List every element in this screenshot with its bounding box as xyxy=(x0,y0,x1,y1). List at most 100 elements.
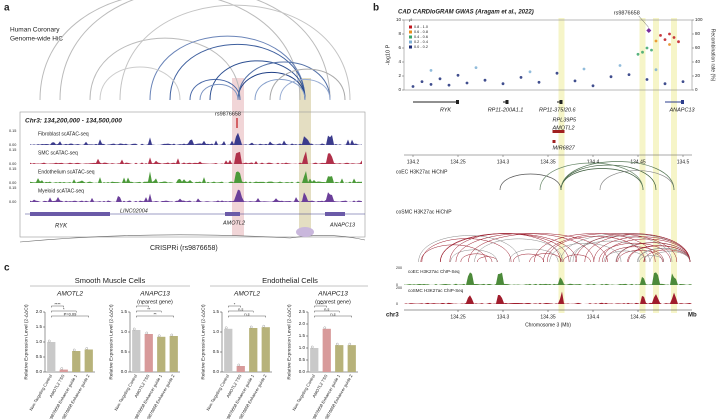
track-tick: 0.15 xyxy=(9,148,16,152)
chart-title: ANAPC13 xyxy=(317,291,348,298)
dot xyxy=(145,331,148,335)
snp-point xyxy=(528,70,532,74)
y-tick-label: 4 xyxy=(398,59,401,64)
gene-label: AMOTL2 xyxy=(552,125,575,131)
track-tick: 0.00 xyxy=(9,143,16,147)
y-tick-label: 0.5 xyxy=(121,349,128,354)
bar xyxy=(84,349,93,372)
x-tick-label: 134.25 xyxy=(450,159,466,165)
y-tick-label: 1.0 xyxy=(121,329,128,334)
y-tick-label: 0.0 xyxy=(299,369,306,374)
y-tick-label: 1.0 xyxy=(299,345,306,350)
y2-tick-label: 100 xyxy=(695,17,703,22)
highlight xyxy=(671,18,677,313)
snp-point xyxy=(411,85,415,88)
hichip-arc xyxy=(649,251,691,263)
y-tick-label: 1.0 xyxy=(213,329,220,334)
snp-point xyxy=(537,80,541,84)
hic-arc xyxy=(237,61,331,101)
legend-swatch xyxy=(409,25,412,29)
atac-signal xyxy=(30,151,362,164)
y-tick-label: 8 xyxy=(398,31,401,36)
chip-signal xyxy=(404,272,692,285)
hichip-arc xyxy=(534,233,656,263)
bar xyxy=(47,342,56,372)
y-tick-label: 0.5 xyxy=(299,357,306,362)
bar xyxy=(157,336,166,372)
bar xyxy=(169,336,178,372)
dot xyxy=(323,326,326,330)
track-tick: 0.15 xyxy=(9,186,16,190)
gene-body xyxy=(325,212,345,216)
snp-point xyxy=(645,78,649,81)
hic-arc xyxy=(149,35,306,101)
sig-bracket xyxy=(136,305,149,308)
hichip-arc xyxy=(605,246,664,263)
snp-point xyxy=(420,80,424,83)
hichip-arc xyxy=(440,233,577,263)
chrom-axis-label: Chromosome 3 (Mb) xyxy=(525,322,571,328)
gene-label: LINC02004 xyxy=(120,208,148,214)
gene-body xyxy=(681,100,684,104)
snp-point xyxy=(573,79,577,83)
y-tick-label: 10 xyxy=(396,17,402,22)
sig-bracket xyxy=(314,315,352,318)
snp-point xyxy=(582,67,586,71)
gene-body xyxy=(552,130,565,133)
y-axis-label: Relative Expression Level (2-ΔΔCt) xyxy=(200,304,206,380)
sig-bracket xyxy=(136,315,174,318)
hic-arc xyxy=(269,68,346,101)
sig-bracket xyxy=(314,305,327,308)
gene-label: ANAPC13 xyxy=(329,222,356,228)
snp-point xyxy=(483,78,487,82)
hichip-arc xyxy=(477,256,498,263)
track-label: coEC H3K27ac ChIP-Seq xyxy=(408,269,460,274)
track-label: coSMC H3K27ac ChIP-Seq xyxy=(408,288,464,293)
highlight xyxy=(639,18,646,313)
y-tick-label: 0.5 xyxy=(36,354,43,359)
snp-point xyxy=(627,73,631,76)
track-tick: 0.00 xyxy=(9,181,16,185)
track-tick: 200 xyxy=(396,266,402,270)
snp-point xyxy=(429,83,433,86)
hic-arc xyxy=(279,79,331,101)
dot xyxy=(132,327,136,331)
x-tick-label: 134.5 xyxy=(677,159,690,165)
x-tick-label: 134.4 xyxy=(587,159,600,165)
hichip-arc xyxy=(499,173,562,191)
track-label: Fibroblast scATAC-seq xyxy=(38,131,89,137)
track-label: coEC H3K27ac HiChIP xyxy=(396,169,448,175)
chart-subtitle: (nearest gene) xyxy=(315,299,351,305)
legend-title: r² xyxy=(409,18,412,23)
bar xyxy=(59,369,68,372)
gene-label: MIR6827 xyxy=(553,145,576,151)
y-tick-label: 2 xyxy=(398,73,401,78)
dot xyxy=(170,333,173,337)
hic-arc xyxy=(89,37,241,101)
track-tick: 0.15 xyxy=(9,167,16,171)
legend-swatch xyxy=(409,35,412,39)
sig-label: ** xyxy=(153,312,157,317)
bar xyxy=(347,345,356,372)
bar xyxy=(335,345,344,372)
snp-point xyxy=(465,81,469,85)
dot xyxy=(60,367,64,370)
legend-swatch xyxy=(409,40,412,44)
bar xyxy=(249,328,258,372)
gene-body xyxy=(552,140,556,143)
sig-label: * xyxy=(142,302,144,307)
y-tick-label: 6 xyxy=(398,45,401,50)
gene-label: AMOTL2 xyxy=(222,220,245,226)
snp-point xyxy=(663,38,667,41)
group-label: Smooth Muscle Cells xyxy=(75,276,146,285)
sig-bracket xyxy=(228,305,241,308)
snp-point xyxy=(681,80,685,83)
snp-point xyxy=(555,71,559,75)
gene-label: ANAPC13 xyxy=(669,107,696,113)
sig-bracket xyxy=(51,315,89,318)
dot xyxy=(249,325,253,329)
legend-label: 0.2 - 0.4 xyxy=(414,40,428,44)
hichip-arc xyxy=(439,233,570,263)
chip-signal xyxy=(404,291,692,304)
